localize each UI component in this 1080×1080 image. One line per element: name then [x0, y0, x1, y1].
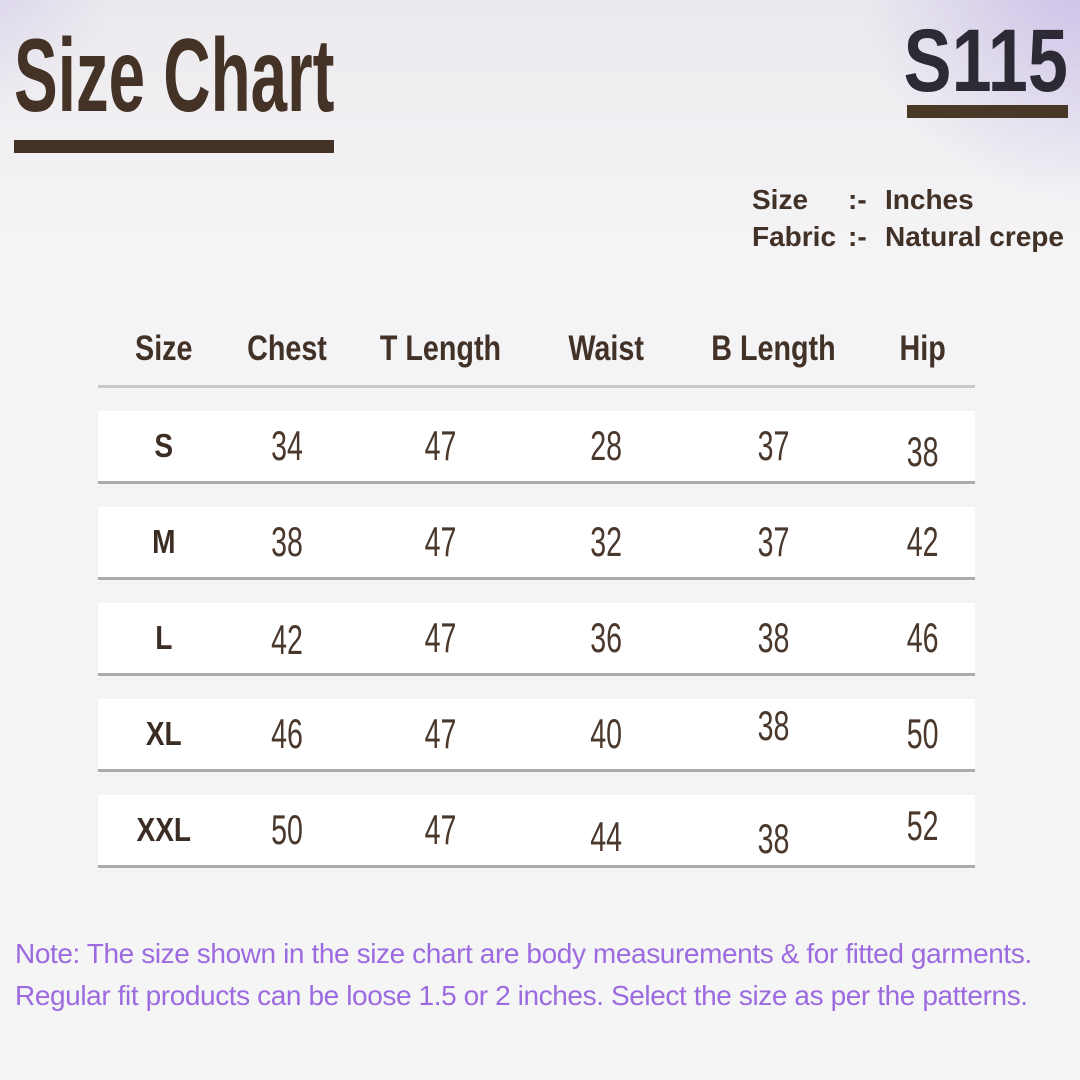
value-cell-hip: 38 — [906, 428, 939, 475]
spec-value: Natural crepe — [885, 221, 1064, 252]
table-header: Size Chest T Length Waist B Length Hip — [98, 329, 975, 369]
value-cell-waist: 36 — [590, 614, 623, 661]
table-row-xxl: XXL 50 47 44 38 52 — [98, 795, 975, 868]
header-rule — [98, 385, 975, 388]
size-cell: L — [155, 619, 173, 656]
value-cell-waist: 44 — [590, 813, 623, 860]
value-cell-hip: 50 — [906, 710, 939, 757]
title-underline — [14, 140, 334, 153]
value-cell-chest: 38 — [270, 518, 303, 565]
value-cell-b-length: 37 — [757, 518, 790, 565]
spec-label: Fabric — [752, 221, 837, 252]
value-cell-chest: 42 — [270, 616, 303, 663]
value-cell-hip: 46 — [906, 614, 939, 661]
size-cell: M — [152, 523, 176, 560]
page-title: Size Chart — [14, 18, 335, 134]
note-line-2: Regular fit products can be loose 1.5 or… — [15, 980, 1028, 1011]
spec-value: Inches — [885, 184, 974, 215]
value-cell-waist: 40 — [590, 710, 623, 757]
value-cell-waist: 28 — [590, 422, 623, 469]
value-cell-b-length: 37 — [757, 422, 790, 469]
product-code: S115 — [903, 10, 1068, 110]
column-header-size: Size — [135, 329, 193, 368]
spec-row-fabric: Fabric :- Natural crepe — [752, 218, 1064, 255]
value-cell-t-length: 47 — [424, 614, 456, 661]
value-cell-chest: 50 — [270, 806, 303, 853]
note-line-1: Note: The size shown in the size chart a… — [15, 938, 1032, 969]
spec-separator: :- — [848, 221, 867, 252]
value-cell-hip: 42 — [906, 518, 939, 565]
table-row-m: M 38 47 32 37 42 — [98, 507, 975, 580]
size-cell: S — [154, 427, 174, 464]
value-cell-t-length: 47 — [424, 806, 456, 853]
value-cell-waist: 32 — [590, 518, 623, 565]
spec-separator: :- — [848, 184, 867, 215]
value-cell-t-length: 47 — [424, 422, 456, 469]
column-header-waist: Waist — [568, 329, 645, 368]
value-cell-chest: 34 — [270, 422, 303, 469]
column-header-b-length: B Length — [711, 329, 836, 368]
spec-label: Size — [752, 184, 809, 215]
spec-list: Size :- Inches Fabric :- Natural crepe — [752, 181, 1064, 255]
value-cell-hip: 52 — [906, 802, 939, 849]
size-table: S 34 47 28 37 38 M 38 47 32 37 42 L 42 4… — [98, 411, 975, 891]
spec-row-size: Size :- Inches — [752, 181, 1064, 218]
value-cell-b-length: 38 — [757, 702, 790, 749]
column-header-t-length: T Length — [379, 329, 501, 368]
value-cell-t-length: 47 — [424, 518, 456, 565]
column-header-hip: Hip — [899, 329, 946, 368]
note: Note: The size shown in the size chart a… — [15, 933, 1032, 1017]
size-cell: XXL — [136, 811, 192, 848]
column-header-chest: Chest — [246, 329, 327, 368]
value-cell-t-length: 47 — [424, 710, 456, 757]
value-cell-b-length: 38 — [757, 815, 790, 862]
product-code-underline — [907, 105, 1068, 118]
value-cell-b-length: 38 — [757, 614, 790, 661]
table-row-xl: XL 46 47 40 38 50 — [98, 699, 975, 772]
value-cell-chest: 46 — [270, 710, 303, 757]
table-row-l: L 42 47 36 38 46 — [98, 603, 975, 676]
table-row-s: S 34 47 28 37 38 — [98, 411, 975, 484]
size-cell: XL — [145, 715, 182, 752]
